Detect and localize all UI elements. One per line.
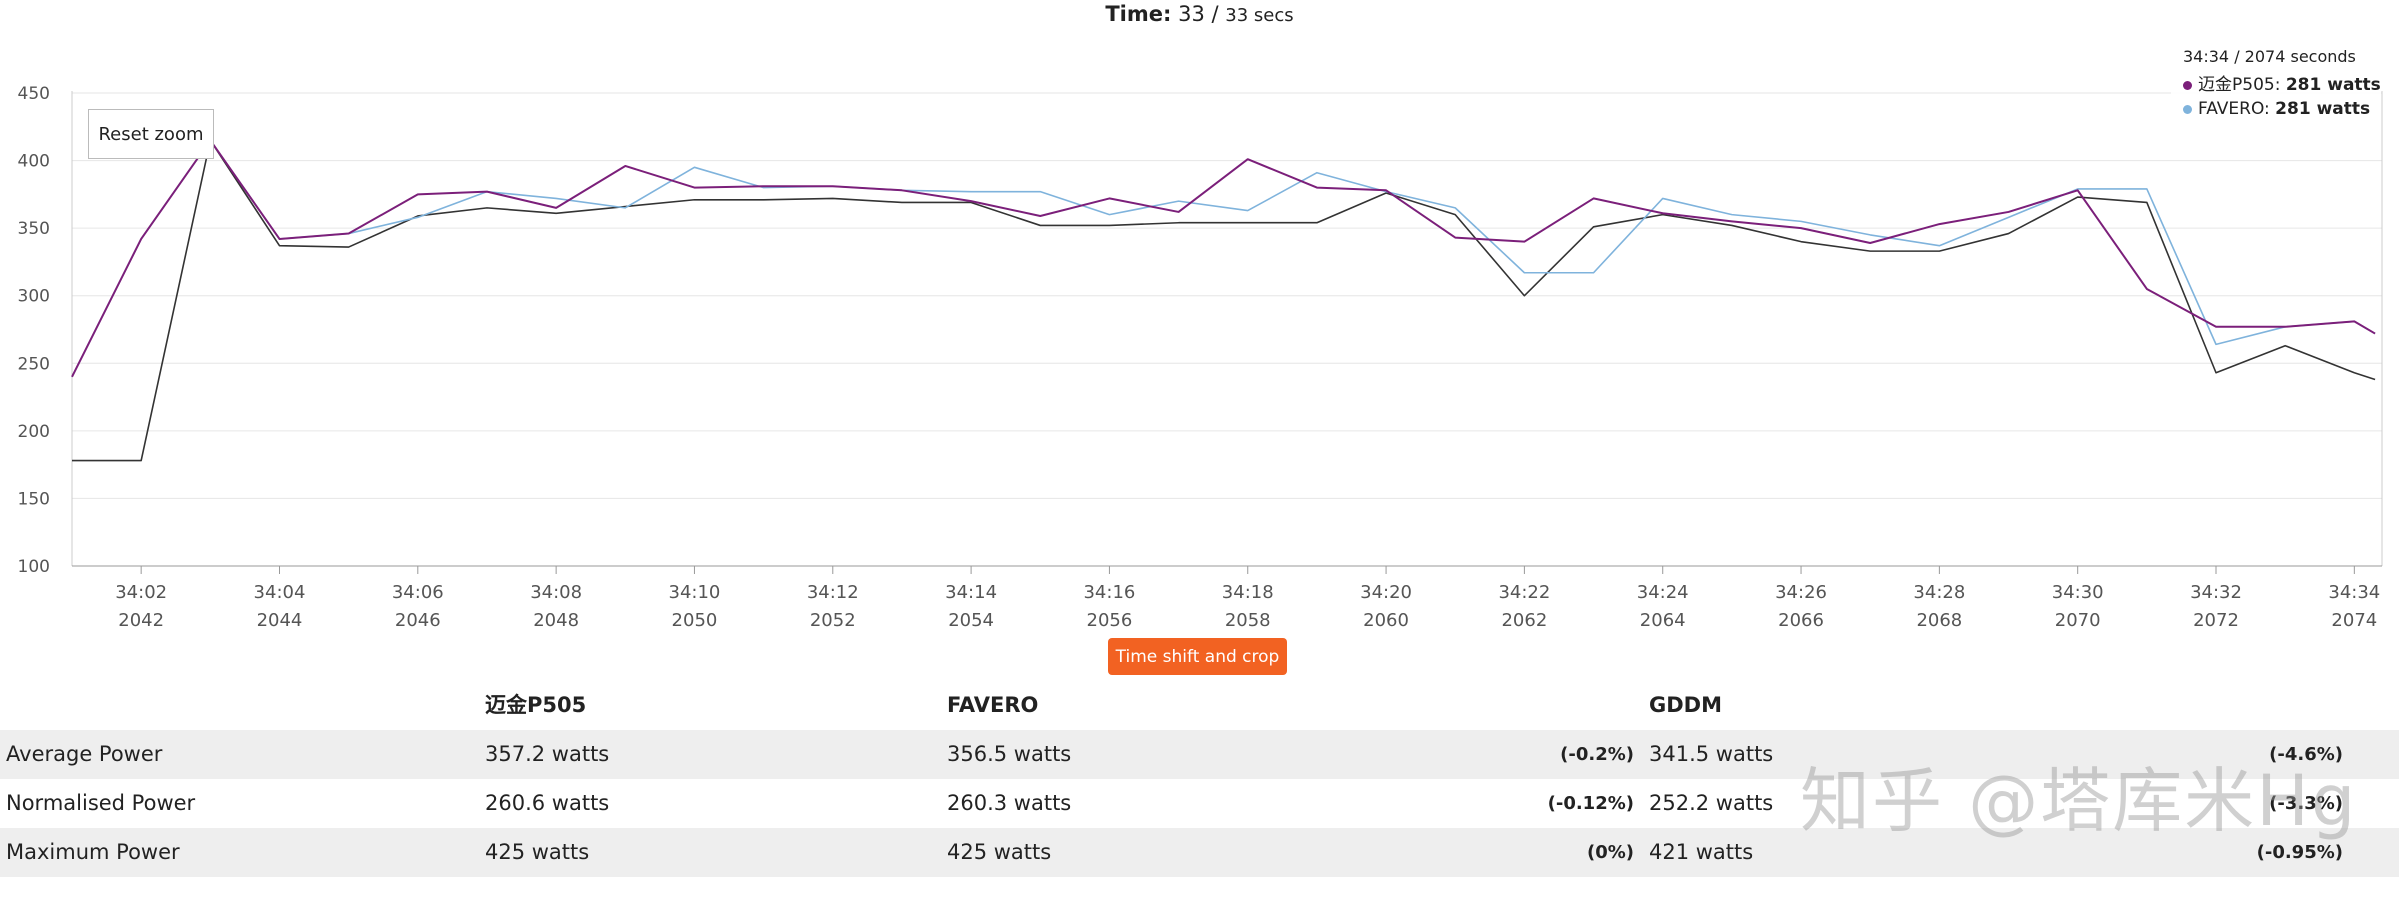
stats-row-average-power: Average Power 357.2 watts 356.5 watts (-… bbox=[0, 730, 2399, 779]
col-header-p505: 迈金P505 bbox=[485, 693, 587, 717]
x-tick-label-secs: 2042 bbox=[118, 610, 164, 631]
stats-table: 迈金P505 FAVERO GDDM Average Power 357.2 w… bbox=[0, 681, 2399, 877]
x-tick-label-secs: 2066 bbox=[1778, 610, 1824, 631]
cell-favero-pct: (-0.2%) bbox=[1560, 744, 1634, 765]
x-tick-label-secs: 2046 bbox=[395, 610, 441, 631]
x-tick-label-time: 34:30 bbox=[2052, 582, 2104, 603]
cell-gddm-pct: (-3.3%) bbox=[2269, 793, 2343, 814]
x-tick-label-secs: 2044 bbox=[257, 610, 303, 631]
y-tick-label: 300 bbox=[18, 287, 50, 307]
x-tick-label-time: 34:04 bbox=[254, 582, 306, 603]
time-header: Time: 33 / 33 secs bbox=[0, 2, 2399, 26]
tooltip-series-name: FAVERO bbox=[2198, 99, 2265, 119]
x-tick-label-secs: 2068 bbox=[1916, 610, 1962, 631]
x-tick-label-time: 34:18 bbox=[1222, 582, 1274, 603]
x-tick-label-secs: 2056 bbox=[1087, 610, 1133, 631]
cell-favero-pct: (-0.12%) bbox=[1547, 793, 1634, 814]
series-line-p505 bbox=[71, 139, 2376, 378]
time-value: 33 bbox=[1178, 2, 1205, 26]
tooltip-series-value: 281 watts bbox=[2285, 75, 2381, 95]
series-dot-icon bbox=[2183, 104, 2192, 114]
y-tick-label: 250 bbox=[18, 354, 50, 374]
series-dot-icon bbox=[2183, 80, 2192, 90]
col-header-favero: FAVERO bbox=[947, 693, 1039, 717]
stats-header-row: 迈金P505 FAVERO GDDM bbox=[0, 681, 2399, 730]
cell-gddm-pct: (-0.95%) bbox=[2256, 842, 2343, 863]
cell-favero: 356.5 watts bbox=[947, 742, 1072, 766]
cell-p505: 260.6 watts bbox=[485, 791, 610, 815]
col-header-gddm: GDDM bbox=[1649, 693, 1722, 717]
tooltip-row-favero: FAVERO: 281 watts bbox=[2183, 99, 2381, 119]
x-tick-label-time: 34:20 bbox=[1360, 582, 1412, 603]
x-tick-label-secs: 2060 bbox=[1363, 610, 1409, 631]
x-tick-label-time: 34:14 bbox=[945, 582, 997, 603]
y-tick-label: 200 bbox=[18, 422, 50, 442]
tooltip-series-name: 迈金P505 bbox=[2198, 75, 2275, 95]
chart-tooltip: 34:34 / 2074 seconds 迈金P505: 281 watts F… bbox=[2171, 33, 2381, 125]
x-tick-label-secs: 2058 bbox=[1225, 610, 1271, 631]
reset-zoom-button[interactable]: Reset zoom bbox=[88, 109, 214, 159]
time-label: Time: bbox=[1105, 2, 1172, 26]
cell-gddm: 341.5 watts bbox=[1649, 742, 1774, 766]
x-tick-label-time: 34:12 bbox=[807, 582, 859, 603]
time-shift-crop-button[interactable]: Time shift and crop bbox=[1108, 638, 1287, 675]
row-label: Maximum Power bbox=[6, 840, 180, 864]
x-tick-label-time: 34:34 bbox=[2328, 582, 2380, 603]
x-tick-label-secs: 2074 bbox=[2331, 610, 2377, 631]
cell-p505: 357.2 watts bbox=[485, 742, 610, 766]
x-tick-label-secs: 2054 bbox=[948, 610, 994, 631]
y-tick-label: 400 bbox=[18, 152, 50, 172]
row-label: Normalised Power bbox=[6, 791, 196, 815]
x-tick-label-secs: 2062 bbox=[1501, 610, 1547, 631]
tooltip-row-p505: 迈金P505: 281 watts bbox=[2183, 70, 2381, 95]
cell-gddm: 252.2 watts bbox=[1649, 791, 1774, 815]
x-tick-label-time: 34:32 bbox=[2190, 582, 2242, 603]
x-tick-label-secs: 2050 bbox=[672, 610, 718, 631]
x-tick-label-time: 34:28 bbox=[1913, 582, 1965, 603]
y-tick-label: 100 bbox=[18, 557, 50, 577]
x-tick-label-time: 34:10 bbox=[669, 582, 721, 603]
x-tick-label-secs: 2064 bbox=[1640, 610, 1686, 631]
x-tick-label-time: 34:08 bbox=[530, 582, 582, 603]
cell-favero-pct: (0%) bbox=[1586, 842, 1634, 863]
x-tick-label-secs: 2048 bbox=[533, 610, 579, 631]
y-tick-label: 450 bbox=[18, 84, 50, 104]
cell-favero: 260.3 watts bbox=[947, 791, 1072, 815]
time-sep: / bbox=[1211, 2, 1219, 26]
watermark: 知乎 @塔库米Hg bbox=[1800, 760, 2358, 842]
y-tick-label: 350 bbox=[18, 219, 50, 239]
series-line-gddm bbox=[72, 139, 2376, 462]
stats-row-normalised-power: Normalised Power 260.6 watts 260.3 watts… bbox=[0, 779, 2399, 828]
cell-p505: 425 watts bbox=[485, 840, 590, 864]
cell-favero: 425 watts bbox=[947, 840, 1052, 864]
x-tick-label-time: 34:06 bbox=[392, 582, 444, 603]
x-tick-label-secs: 2072 bbox=[2193, 610, 2239, 631]
tooltip-time: 34:34 / 2074 seconds bbox=[2183, 47, 2356, 66]
x-tick-label-secs: 2052 bbox=[810, 610, 856, 631]
x-tick-label-secs: 2070 bbox=[2055, 610, 2101, 631]
x-tick-label-time: 34:26 bbox=[1775, 582, 1827, 603]
x-tick-label-time: 34:24 bbox=[1637, 582, 1689, 603]
x-tick-label-time: 34:16 bbox=[1083, 582, 1135, 603]
x-tick-label-time: 34:02 bbox=[115, 582, 167, 603]
y-tick-label: 150 bbox=[18, 489, 50, 509]
power-chart[interactable]: 100 150 200 250 300 350 400 450 34:02 2042 34:04 20… bbox=[0, 0, 2399, 640]
row-label: Average Power bbox=[6, 742, 163, 766]
x-tick-label-time: 34:22 bbox=[1498, 582, 1550, 603]
cell-gddm: 421 watts bbox=[1649, 840, 1754, 864]
cell-gddm-pct: (-4.6%) bbox=[2269, 744, 2343, 765]
time-total: 33 secs bbox=[1225, 5, 1294, 26]
stats-row-maximum-power: Maximum Power 425 watts 425 watts (0%) 4… bbox=[0, 828, 2399, 877]
series-line-favero bbox=[71, 139, 2376, 378]
tooltip-series-value: 281 watts bbox=[2275, 99, 2371, 119]
